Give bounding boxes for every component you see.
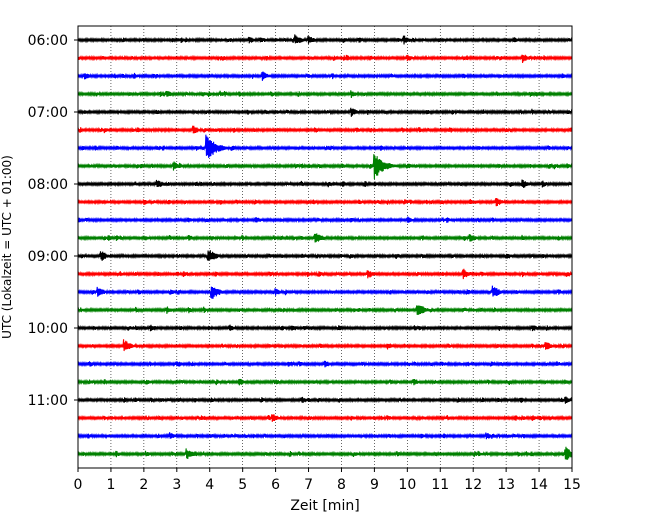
x-tick-label: 0 — [74, 477, 83, 493]
x-tick-label: 1 — [106, 477, 115, 493]
trace-line — [77, 198, 573, 207]
trace-line — [77, 268, 573, 280]
trace-line — [77, 339, 573, 352]
y-tick-label: 11:00 — [28, 393, 68, 409]
trace-line — [77, 154, 573, 180]
x-tick-label: 15 — [563, 477, 581, 493]
trace-line — [77, 134, 573, 158]
x-tick-label: 12 — [464, 477, 482, 493]
plot-frame — [77, 25, 573, 469]
x-tick-label: 11 — [431, 477, 449, 493]
x-tick-label: 4 — [205, 477, 214, 493]
x-axis-label: Zeit [min] — [290, 498, 359, 514]
trace-line — [77, 125, 573, 134]
trace-line — [77, 432, 573, 440]
trace-line — [77, 414, 573, 422]
trace-line — [77, 54, 573, 63]
x-tick-label: 6 — [271, 477, 280, 493]
y-tick-label: 07:00 — [28, 105, 68, 121]
trace-line — [77, 71, 573, 81]
y-axis: 06:00 07:00 08:00 09:00 10:00 11:00 — [28, 33, 78, 409]
y-tick-label: 10:00 — [28, 321, 68, 337]
y-tick-label: 06:00 — [28, 33, 68, 49]
y-tick-label: 09:00 — [28, 249, 68, 265]
trace-line — [77, 233, 573, 243]
trace-line — [77, 216, 573, 224]
y-axis-label: UTC (Lokalzeit = UTC + 01:00) — [0, 155, 14, 339]
trace-line — [77, 107, 573, 117]
trace-line — [77, 179, 573, 189]
traces-layer — [77, 34, 573, 460]
x-tick-label: 10 — [398, 477, 416, 493]
trace-line — [77, 285, 573, 299]
trace-line — [77, 90, 573, 99]
x-tick-label: 5 — [238, 477, 247, 493]
x-axis: 0 1 2 3 4 5 6 7 8 9 10 11 12 13 14 15 — [74, 468, 581, 493]
x-tick-label: 7 — [304, 477, 313, 493]
trace-line — [77, 305, 573, 315]
x-tick-label: 3 — [172, 477, 181, 493]
trace-line — [77, 378, 573, 386]
y-tick-label: 08:00 — [28, 177, 68, 193]
trace-line — [77, 360, 573, 368]
x-tick-label: 13 — [497, 477, 515, 493]
trace-line — [77, 446, 573, 460]
x-tick-label: 8 — [337, 477, 346, 493]
trace-line — [77, 250, 573, 261]
x-tick-label: 2 — [139, 477, 148, 493]
trace-line — [77, 324, 573, 332]
x-tick-label: 14 — [530, 477, 548, 493]
trace-line — [77, 34, 573, 45]
trace-line — [77, 396, 573, 404]
x-tick-label: 9 — [370, 477, 379, 493]
